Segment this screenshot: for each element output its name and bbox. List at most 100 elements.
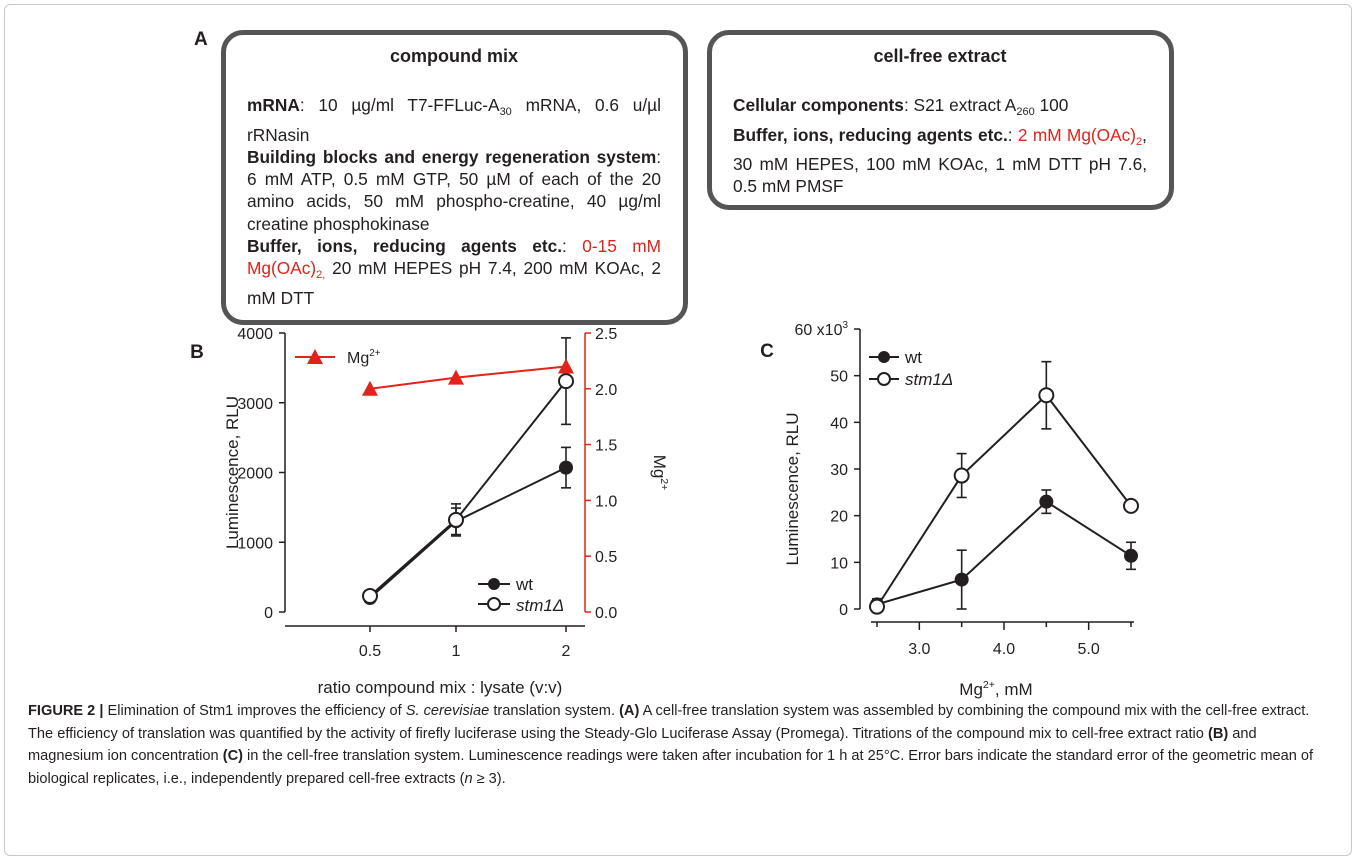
y-tick-label-left: 0 xyxy=(264,605,273,622)
y-tick-label-c: 30 xyxy=(830,462,848,479)
series-stm1-line-c xyxy=(876,393,1132,608)
series-wt-line-c xyxy=(876,500,1132,606)
y-tick-label-right: 2.5 xyxy=(595,326,617,343)
caption-species: S. cerevisiae xyxy=(405,703,490,719)
legend-mg-marker xyxy=(307,349,323,364)
y-tick-label-c: 50 xyxy=(830,369,848,386)
cellular-label: Cellular components xyxy=(733,95,904,116)
cf-buffer-label: Buffer, ions, reducing agents etc. xyxy=(733,124,1008,145)
caption-ref-a: (A) xyxy=(619,703,640,719)
compound-mix-title: compound mix xyxy=(389,46,518,66)
y-axis-title-c: Luminescence, RLU xyxy=(783,412,802,565)
y-tick-label-left: 3000 xyxy=(237,396,273,413)
caption-text-5: in the cell-free translation system. Lum… xyxy=(28,748,1314,788)
buffer-text: 20 mM HEPES pH 7.4, 200 mM KOAc, 2 mM DT… xyxy=(247,258,661,308)
buffer-colon: : xyxy=(562,236,583,257)
x-tick-label-c: 4.0 xyxy=(993,641,1015,658)
y-tick-label-c: 20 xyxy=(830,509,848,526)
mrna-text-2: mRNA, 0.6 u/µl rRNasin xyxy=(247,95,661,145)
figure-caption: FIGURE 2 | Elimination of Stm1 improves … xyxy=(28,700,1333,791)
y-top-label-c: 60 x103 xyxy=(794,320,848,339)
stm1-point xyxy=(362,587,378,604)
mg-range-text: 0-15 mM Mg(OAc) xyxy=(247,236,661,279)
mg-range-subscript: 2, xyxy=(316,269,326,282)
cf-mg-text: 2 mM Mg(OAc) xyxy=(1017,124,1137,145)
legend-wt-marker xyxy=(488,578,500,590)
legend-stm1-marker-c xyxy=(877,372,891,386)
cell-free-extract-title: cell-free extract xyxy=(873,46,1007,66)
cf-buffer-text: , 30 mM HEPES, 100 mM KOAc, 1 mM DTT pH … xyxy=(733,124,1147,197)
y-tick-label-left: 1000 xyxy=(237,535,273,552)
caption-ref-b: (B) xyxy=(1207,725,1229,742)
wt-point xyxy=(559,460,573,475)
caption-text-6: ≥ 3). xyxy=(472,771,506,788)
blocks-text: : 6 mM ATP, 0.5 mM GTP, 50 µM of each of… xyxy=(247,146,661,234)
compound-mix-text: mRNA: 10 µg/ml T7-FFLuc-A30 mRNA, 0.6 u/… xyxy=(247,94,661,309)
y-tick-label-right: 1.5 xyxy=(595,438,617,455)
y-axis-title-left: Luminescence, RLU xyxy=(223,396,242,549)
wt-point-c xyxy=(954,572,969,587)
legend-wt-marker-c xyxy=(878,351,890,363)
panel-letter-c: C xyxy=(760,341,774,362)
caption-text-4: and magnesium ion concentration xyxy=(28,725,1257,765)
stm1-point-c xyxy=(1123,497,1139,514)
cf-buffer-colon: : xyxy=(1007,124,1018,145)
cf-mg-subscript: 2 xyxy=(1136,135,1143,148)
x-axis-title-c: Mg2+, mM xyxy=(959,679,1032,699)
wt-point-c xyxy=(1039,494,1054,509)
caption-n: n xyxy=(464,771,473,788)
legend-stm1-marker xyxy=(487,597,501,611)
legend-stm1-label: stm1Δ xyxy=(516,596,564,615)
y-tick-label-right: 0.0 xyxy=(595,605,617,622)
y-tick-label-right: 1.0 xyxy=(595,493,617,510)
mg-point xyxy=(558,358,574,374)
y-tick-label-right: 2.0 xyxy=(595,382,617,399)
wt-point-c xyxy=(1124,548,1138,563)
x-tick-label: 0.5 xyxy=(359,643,381,660)
y-tick-label-c: 0 xyxy=(839,602,848,619)
y-tick-label-c: 10 xyxy=(830,555,848,572)
panel-letter-a: A xyxy=(194,29,208,50)
mrna-text: : 10 µg/ml T7-FFLuc-A xyxy=(299,95,500,116)
panel-letter-b: B xyxy=(190,342,204,363)
caption-text-3: A cell-free translation system was assem… xyxy=(28,703,1310,742)
y-tick-label-c: 40 xyxy=(830,415,848,432)
stm1-point xyxy=(448,511,464,528)
y-axis-title-right: Mg2+ xyxy=(650,455,670,491)
buffer-label: Buffer, ions, reducing agents etc. xyxy=(247,236,563,257)
legend-stm1-label-c: stm1Δ xyxy=(905,370,953,389)
x-tick-label-c: 5.0 xyxy=(1078,641,1100,658)
cellular-subscript: 260 xyxy=(1016,106,1035,119)
legend-mg-label: Mg2+ xyxy=(347,348,381,367)
blocks-label: Building blocks and energy regeneration … xyxy=(247,146,657,167)
mrna-label: mRNA xyxy=(247,95,300,116)
cell-free-text: Cellular components: S21 extract A260 10… xyxy=(733,94,1147,197)
y-tick-label-left: 2000 xyxy=(237,466,273,483)
mg-point xyxy=(448,369,464,385)
x-tick-label: 2 xyxy=(562,643,571,660)
mrna-subscript: 30 xyxy=(499,106,512,119)
figure-frame xyxy=(4,4,1352,856)
stm1-point-c xyxy=(1038,387,1055,404)
caption-label: FIGURE 2 | xyxy=(28,703,104,719)
stm1-point-c xyxy=(953,467,970,484)
caption-text-2: translation system. xyxy=(489,703,620,719)
stm1-point xyxy=(558,373,574,390)
caption-ref-c: (C) xyxy=(222,748,243,765)
legend-wt-label-c: wt xyxy=(904,348,922,367)
x-axis-title: ratio compound mix : lysate (v:v) xyxy=(318,678,563,697)
cellular-text-2: 100 xyxy=(1034,95,1069,116)
y-tick-label-right: 0.5 xyxy=(595,549,617,566)
cell-free-extract-box: cell-free extract Cellular components: S… xyxy=(707,30,1174,210)
cellular-text: : S21 extract A xyxy=(903,95,1017,116)
x-tick-label: 1 xyxy=(452,643,461,660)
y-tick-label-left: 4000 xyxy=(237,326,273,343)
mg-point xyxy=(362,380,378,396)
x-tick-label-c: 3.0 xyxy=(908,641,930,658)
caption-text-1: Elimination of Stm1 improves the efficie… xyxy=(103,703,406,719)
legend-wt-label: wt xyxy=(515,575,533,594)
compound-mix-box: compound mix mRNA: 10 µg/ml T7-FFLuc-A30… xyxy=(221,30,688,325)
stm1-point-c xyxy=(869,598,885,615)
